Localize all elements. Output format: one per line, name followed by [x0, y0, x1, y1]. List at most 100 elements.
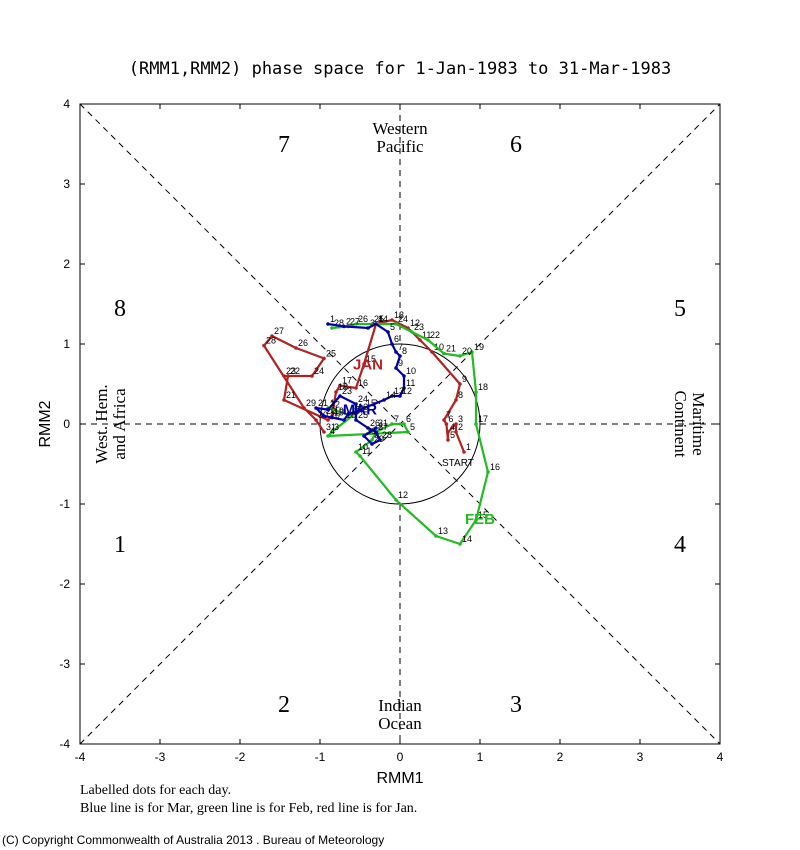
day-label: 12: [410, 318, 420, 328]
day-point: [444, 422, 449, 426]
note-line-2: Blue line is for Mar, green line is for …: [80, 801, 417, 816]
day-label: 2: [458, 422, 463, 432]
day-point: [338, 383, 342, 388]
day-label: 22: [430, 330, 440, 340]
day-point: [286, 374, 290, 378]
day-point: [362, 406, 366, 410]
y-tick-label: -1: [59, 497, 70, 511]
day-label: 26: [358, 314, 368, 324]
y-tick-label: 3: [63, 177, 70, 191]
day-label: 5: [450, 430, 455, 440]
day-label: 8: [458, 390, 463, 400]
day-label: 17: [350, 404, 360, 414]
region-label-left: and Africa: [110, 388, 129, 460]
day-point: [366, 326, 370, 330]
day-label: 15: [478, 510, 488, 520]
day-point: [262, 343, 266, 348]
day-label: 28: [266, 336, 276, 346]
region-label-right: Continent: [671, 390, 690, 457]
day-label: 10: [434, 342, 444, 352]
day-point: [354, 450, 358, 454]
day-label: 2: [346, 316, 351, 326]
y-tick-label: -4: [59, 737, 70, 751]
day-point: [378, 438, 382, 442]
day-point: [322, 356, 326, 361]
day-label: 27: [378, 422, 388, 432]
day-label: 14: [386, 390, 396, 400]
day-point: [474, 422, 478, 426]
day-point: [342, 324, 346, 329]
day-point: [342, 418, 346, 422]
day-point: [402, 374, 406, 378]
day-label: 17: [342, 376, 352, 386]
day-label: 21: [318, 398, 328, 408]
day-point: [326, 418, 330, 422]
region-label-top: Pacific: [376, 137, 424, 156]
day-point: [446, 438, 450, 442]
y-tick-label: 0: [63, 417, 70, 431]
day-label: 25: [326, 348, 336, 358]
day-point: [442, 418, 446, 422]
day-label: 6: [394, 334, 399, 344]
start-label: START: [442, 458, 474, 469]
day-point: [454, 422, 458, 426]
day-label: 16: [490, 462, 500, 472]
day-point: [458, 542, 462, 546]
day-label: 17: [478, 414, 488, 424]
region-label-top: Western: [372, 119, 428, 138]
day-label: 20: [462, 346, 472, 356]
day-label: 7: [446, 410, 451, 420]
x-tick-label: -1: [315, 750, 326, 764]
day-label: 18: [478, 382, 488, 392]
day-point: [374, 322, 378, 326]
day-label: 18: [346, 410, 356, 420]
day-label: 1: [330, 314, 335, 324]
day-label: 22: [330, 400, 340, 410]
copyright-text: (C) Copyright Commonwealth of Australia …: [2, 833, 384, 847]
day-label: 31: [326, 422, 336, 432]
day-label: 25: [358, 410, 368, 420]
note-line-1: Labelled dots for each day.: [80, 783, 231, 798]
day-label: 3: [458, 414, 463, 424]
month-label-mar: MAR: [343, 401, 377, 418]
day-label: 1: [466, 442, 471, 452]
day-point: [354, 410, 358, 414]
day-point: [354, 386, 358, 390]
day-label: 3: [334, 422, 339, 432]
day-label: 13: [394, 310, 404, 320]
day-label: 15: [366, 398, 376, 408]
day-label: 20: [330, 410, 340, 420]
day-point: [402, 422, 406, 426]
y-tick-label: -2: [59, 577, 70, 591]
day-label: 14: [462, 534, 472, 544]
day-point: [474, 518, 478, 522]
day-label: 23: [286, 366, 296, 376]
day-label: 8: [378, 422, 383, 432]
day-label: 18: [338, 382, 348, 392]
day-label: 7: [398, 342, 403, 352]
day-label: 16: [358, 378, 368, 388]
day-point: [374, 430, 378, 434]
day-point: [394, 322, 398, 326]
day-point: [430, 350, 434, 354]
x-tick-label: 0: [397, 750, 404, 764]
x-tick-label: 1: [477, 750, 484, 764]
day-label: 13: [394, 386, 404, 396]
day-point: [326, 407, 330, 412]
y-axis-label: RMM2: [37, 400, 54, 447]
day-point: [434, 534, 438, 538]
day-label: 12: [402, 386, 412, 396]
day-label: 24: [358, 394, 368, 404]
day-label: 29: [306, 398, 316, 408]
chart-title: (RMM1,RMM2) phase space for 1-Jan-1983 t…: [129, 59, 671, 79]
day-label: 28: [334, 318, 344, 328]
day-point: [354, 402, 358, 406]
day-label: 4: [450, 422, 455, 432]
day-label: 21: [286, 390, 296, 400]
day-point: [394, 366, 398, 370]
day-label: 27: [350, 316, 360, 326]
day-point: [330, 415, 334, 420]
day-label: 24: [398, 314, 408, 324]
